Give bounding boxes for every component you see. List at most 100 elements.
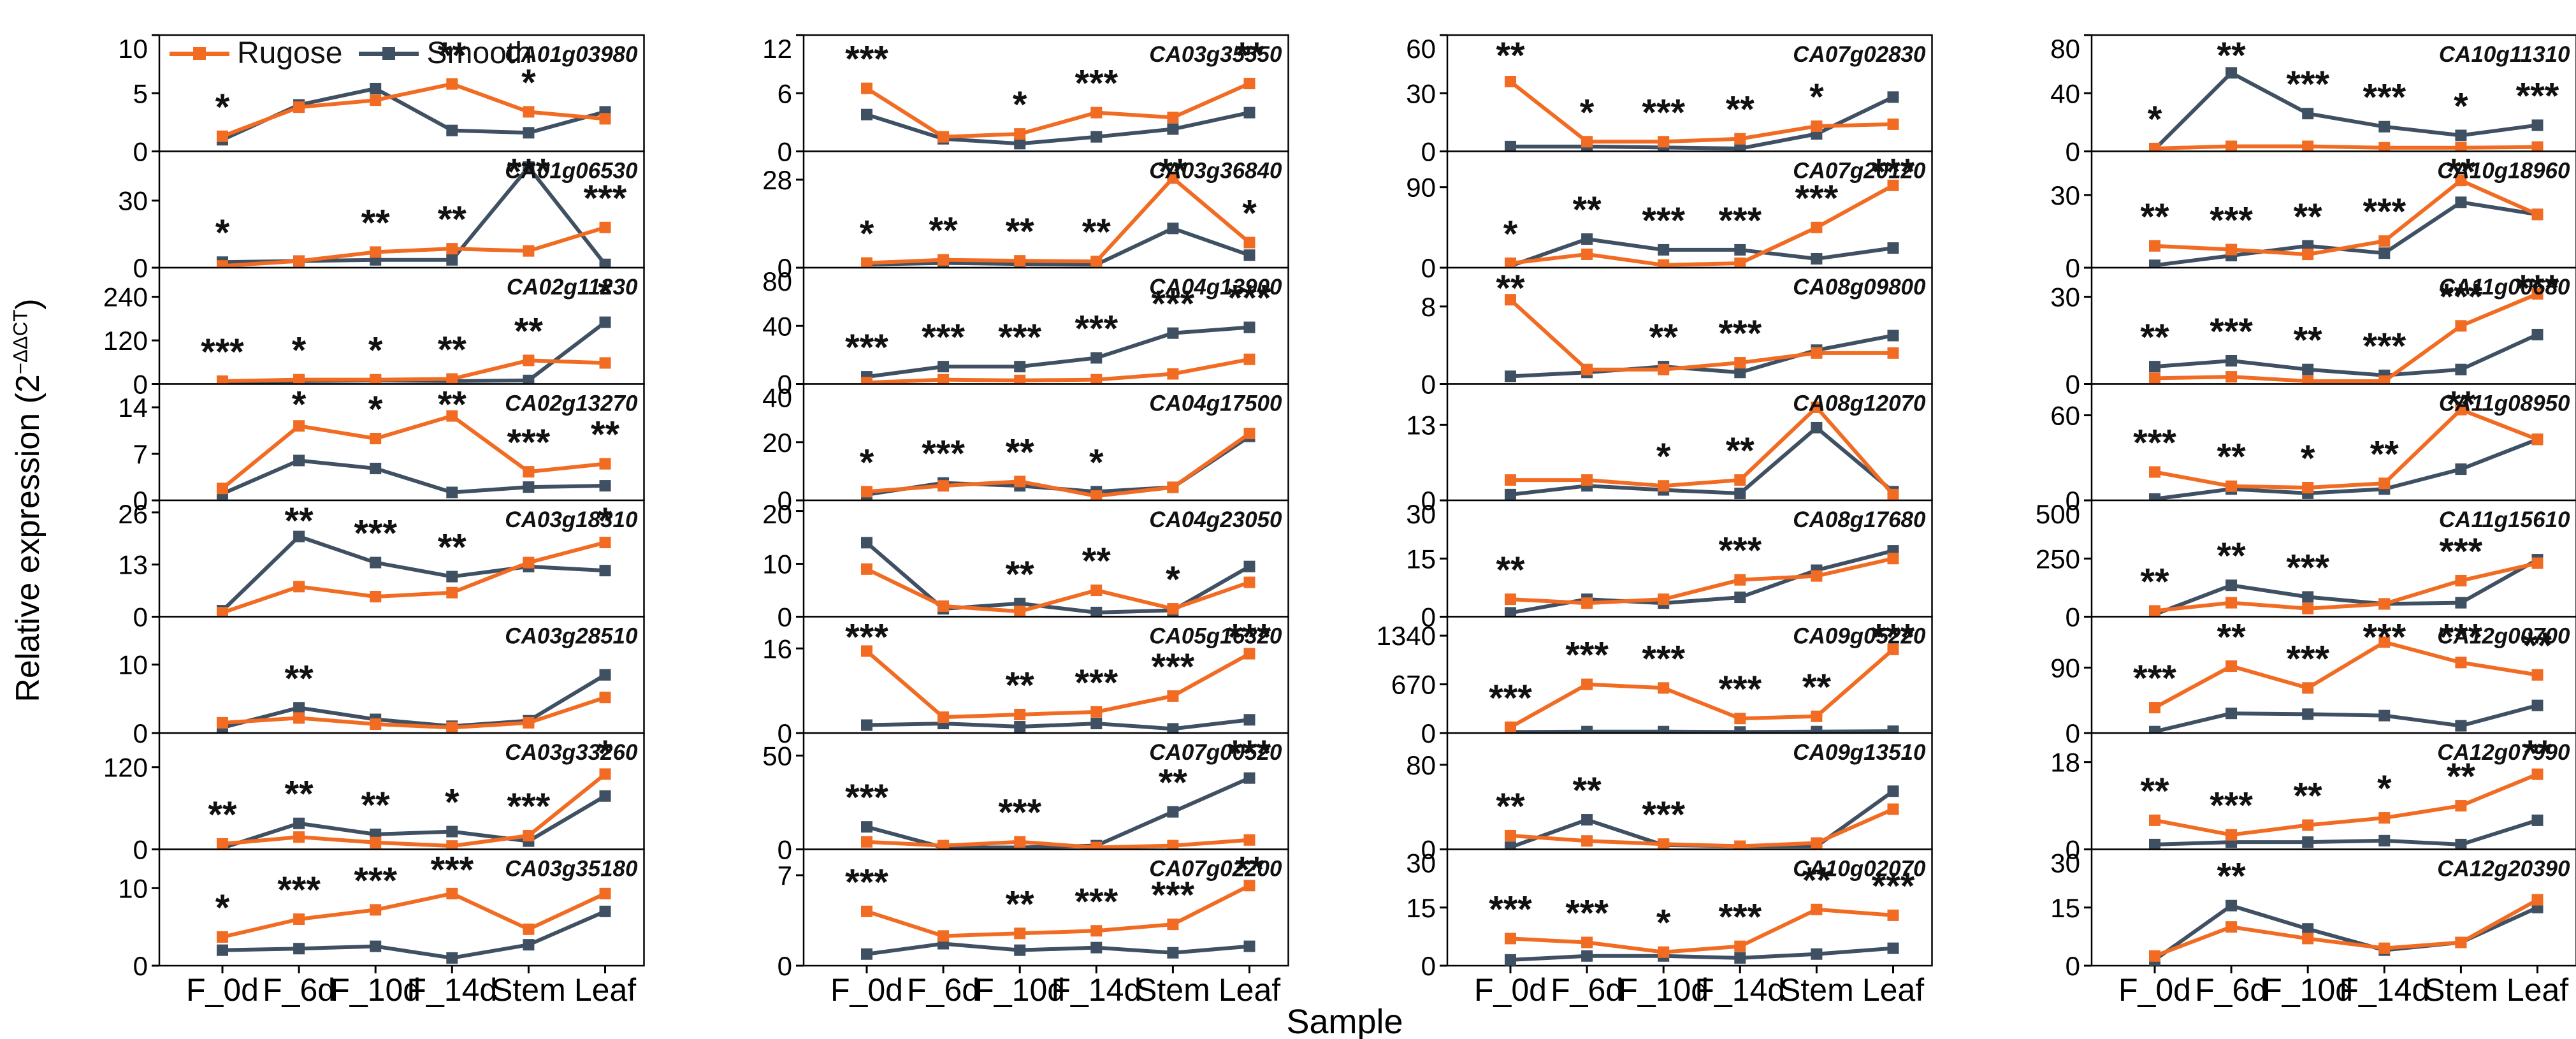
rugose-marker bbox=[1243, 236, 1255, 249]
smooth-marker bbox=[599, 565, 611, 577]
rugose-marker bbox=[1013, 606, 1025, 618]
rugose-marker bbox=[1734, 574, 1746, 586]
rugose-marker bbox=[1090, 106, 1102, 119]
y-tick-label: 30 bbox=[118, 186, 148, 216]
smooth-marker bbox=[2531, 699, 2543, 711]
y-tick-label: 0 bbox=[777, 370, 792, 400]
rugose-marker bbox=[1243, 576, 1255, 588]
significance-marker: *** bbox=[1227, 733, 1271, 774]
rugose-marker bbox=[1243, 648, 1255, 660]
significance-marker: * bbox=[598, 500, 612, 542]
significance-marker: * bbox=[368, 330, 383, 372]
y-tick-label: 30 bbox=[2050, 180, 2080, 210]
smooth-marker bbox=[860, 537, 872, 549]
x-category-label: Stem bbox=[1779, 972, 1854, 1008]
significance-marker: * bbox=[1503, 214, 1518, 255]
rugose-marker bbox=[293, 255, 305, 267]
rugose-marker bbox=[1090, 706, 1102, 718]
y-tick-label: 8 bbox=[1421, 292, 1436, 322]
smooth-marker bbox=[2301, 108, 2313, 120]
significance-marker: ** bbox=[1496, 549, 1525, 591]
rugose-marker bbox=[1734, 713, 1746, 725]
rugose-marker bbox=[2454, 403, 2466, 416]
significance-marker: *** bbox=[1075, 308, 1118, 349]
significance-marker: *** bbox=[845, 327, 888, 368]
significance-marker: ** bbox=[2140, 771, 2169, 812]
rugose-marker bbox=[1013, 836, 1025, 848]
x-category-label: F_0d bbox=[1474, 972, 1547, 1008]
rugose-marker bbox=[2225, 829, 2237, 841]
smooth-line bbox=[222, 794, 607, 850]
smooth-marker bbox=[370, 82, 382, 94]
significance-marker: ** bbox=[1234, 850, 1264, 891]
y-tick-label: 0 bbox=[1421, 370, 1436, 400]
panel-CA08g09800: 08 **** ***CA08g09800 bbox=[1421, 266, 1933, 400]
smooth-marker bbox=[1887, 942, 1899, 954]
y-tick-label: 50 bbox=[762, 741, 792, 771]
rugose-marker bbox=[2378, 235, 2390, 247]
rugose-marker bbox=[446, 78, 458, 90]
rugose-marker bbox=[1505, 721, 1516, 733]
smooth-marker bbox=[2378, 834, 2390, 846]
significance-marker: ** bbox=[1802, 667, 1832, 708]
rugose-marker bbox=[1013, 476, 1025, 488]
smooth-marker bbox=[523, 161, 535, 173]
rugose-marker bbox=[1090, 925, 1102, 937]
rugose-marker bbox=[1505, 76, 1516, 87]
rugose-marker bbox=[2225, 921, 2237, 933]
significance-marker: *** bbox=[922, 433, 965, 475]
rugose-marker bbox=[1887, 553, 1899, 565]
x-category-label: F_14d bbox=[1695, 972, 1785, 1008]
significance-marker: ** bbox=[285, 500, 314, 542]
significance-marker: * bbox=[521, 62, 536, 103]
smooth-marker bbox=[1166, 806, 1178, 818]
rugose-marker bbox=[2225, 140, 2237, 152]
x-category-label: F_14d bbox=[2339, 972, 2429, 1008]
y-tick-label: 0 bbox=[1421, 137, 1436, 167]
smooth-marker bbox=[1505, 370, 1516, 382]
smooth-marker bbox=[2301, 923, 2313, 935]
y-tick-label: 15 bbox=[1406, 544, 1436, 574]
y-tick-label: 30 bbox=[1406, 848, 1436, 878]
x-axis-label: Sample bbox=[1286, 1003, 1403, 1039]
significance-marker: *** bbox=[1489, 678, 1532, 719]
panel-frame bbox=[158, 616, 645, 734]
significance-marker: *** bbox=[2286, 547, 2329, 588]
significance-marker: ** bbox=[1573, 770, 1602, 811]
rugose-marker bbox=[2148, 240, 2160, 252]
rugose-line bbox=[222, 358, 605, 383]
smooth-marker bbox=[860, 108, 872, 120]
significance-marker: ** bbox=[1496, 35, 1525, 76]
smooth-marker bbox=[1013, 361, 1025, 373]
rugose-line bbox=[1510, 184, 1894, 267]
smooth-line bbox=[221, 534, 605, 613]
y-tick-label: 0 bbox=[777, 951, 792, 981]
x-category-label: F_10d bbox=[1618, 972, 1709, 1008]
significance-marker: *** bbox=[1565, 893, 1609, 934]
significance-marker: *** bbox=[2363, 191, 2406, 233]
significance-marker: * bbox=[1656, 903, 1671, 944]
smooth-marker bbox=[1505, 140, 1516, 152]
rugose-marker bbox=[1581, 835, 1593, 847]
rugose-line bbox=[222, 891, 606, 939]
rugose-line bbox=[222, 225, 606, 268]
rugose-marker bbox=[217, 130, 228, 142]
rugose-marker bbox=[293, 101, 305, 113]
gene-label: CA05g16320 bbox=[1149, 624, 1282, 649]
smooth-line bbox=[2153, 558, 2538, 616]
smooth-marker bbox=[2454, 196, 2466, 208]
y-tick-label: 7 bbox=[133, 439, 148, 469]
rugose-marker bbox=[2531, 669, 2543, 681]
smooth-marker bbox=[2454, 129, 2466, 142]
significance-marker: * bbox=[445, 782, 459, 824]
smooth-line bbox=[866, 325, 1250, 379]
rugose-marker bbox=[2225, 660, 2237, 672]
significance-marker: *** bbox=[845, 39, 888, 80]
rugose-marker bbox=[1734, 474, 1746, 486]
rugose-marker bbox=[599, 357, 611, 369]
significance-marker: * bbox=[215, 887, 230, 929]
rugose-line bbox=[865, 82, 1250, 139]
